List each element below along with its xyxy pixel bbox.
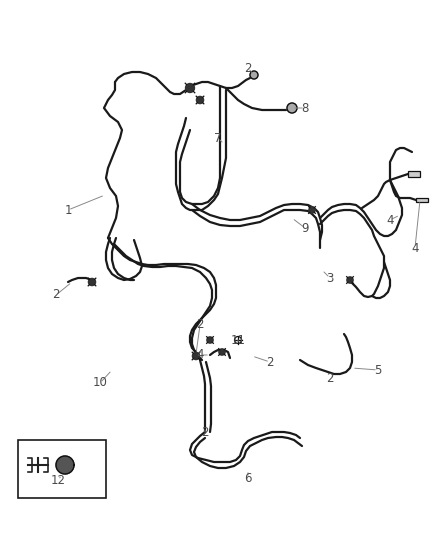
- Bar: [18, 440, 106, 498]
- Text: 2: 2: [326, 372, 334, 384]
- Polygon shape: [56, 456, 74, 474]
- Text: 2: 2: [52, 288, 60, 302]
- Text: 1: 1: [64, 204, 72, 216]
- Text: 2: 2: [244, 61, 252, 75]
- Text: 8: 8: [301, 101, 309, 115]
- Polygon shape: [219, 349, 225, 355]
- FancyBboxPatch shape: [417, 198, 427, 203]
- Circle shape: [287, 103, 297, 113]
- Circle shape: [250, 71, 258, 79]
- Text: 3: 3: [326, 271, 334, 285]
- Text: 6: 6: [244, 472, 252, 484]
- Text: 2: 2: [266, 356, 274, 368]
- Polygon shape: [192, 352, 200, 360]
- Text: 7: 7: [214, 132, 222, 144]
- Text: 4: 4: [386, 214, 394, 227]
- Text: 9: 9: [301, 222, 309, 235]
- Polygon shape: [347, 277, 353, 283]
- Text: 2: 2: [201, 425, 209, 439]
- Polygon shape: [196, 96, 204, 103]
- Text: 4: 4: [196, 349, 204, 361]
- Text: 10: 10: [92, 376, 107, 390]
- Polygon shape: [186, 84, 194, 93]
- Text: 11: 11: [230, 334, 246, 346]
- Polygon shape: [88, 278, 95, 286]
- Text: 12: 12: [50, 473, 66, 487]
- Text: 4: 4: [411, 241, 419, 254]
- Text: 2: 2: [196, 319, 204, 332]
- FancyBboxPatch shape: [408, 171, 420, 177]
- Polygon shape: [207, 337, 213, 343]
- Polygon shape: [309, 207, 315, 213]
- Text: 5: 5: [374, 364, 381, 376]
